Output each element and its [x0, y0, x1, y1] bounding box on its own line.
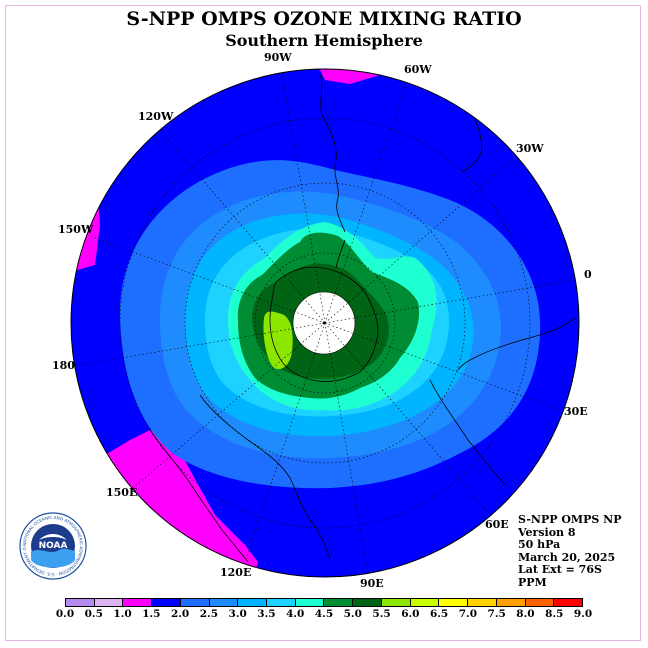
ozone-contours: [71, 69, 579, 577]
scale-tick-label: 0.5: [84, 608, 103, 620]
scale-tick-label: 3.0: [228, 608, 247, 620]
outer-frame: [5, 5, 641, 641]
band-1-0-patch-60w: [315, 69, 388, 84]
lon-label-60e: 60E: [485, 518, 509, 531]
scale-tick-label: 4.0: [286, 608, 305, 620]
band-5-5: [263, 311, 293, 370]
color-bin-0: [66, 599, 95, 606]
color-bin-17: [554, 599, 582, 606]
color-bin-9: [324, 599, 354, 606]
color-scale-bar: [65, 598, 583, 607]
info-block: S-NPP OMPS NP Version 8 50 hPa March 20,…: [518, 513, 622, 590]
scale-tick-label: 6.0: [401, 608, 420, 620]
color-bin-2: [123, 599, 153, 606]
scale-tick-label: 7.5: [487, 608, 506, 620]
coast-new-zealand: [149, 429, 249, 563]
map-boundary: [70, 68, 580, 578]
color-bin-3: [152, 599, 181, 606]
color-bin-12: [410, 599, 440, 606]
coast-australia: [199, 394, 331, 561]
color-bin-5: [209, 599, 239, 606]
lon-label-150e: 150E: [106, 486, 138, 499]
info-lat-ext: Lat Ext = 76S: [518, 563, 602, 577]
scale-tick-label: 4.5: [314, 608, 334, 620]
color-scale-ticks: 0.0 0.5 1.0 1.5 2.0 2.5 3.0 3.5 4.0 4.5 5.0 5.5 6.0 6…: [0, 608, 648, 622]
meridians: [74, 72, 576, 574]
color-bin-13: [439, 599, 469, 606]
lon-label-180: 180: [52, 359, 75, 372]
map-subtitle: Southern Hemisphere: [225, 31, 423, 50]
lon-label-90e: 90E: [360, 577, 384, 590]
south-pole-marker: [322, 321, 326, 325]
lon-label-150w: 150W: [58, 223, 94, 236]
color-bin-10: [353, 599, 382, 606]
scale-tick-label: 8.0: [516, 608, 535, 620]
scale-tick-label: 5.0: [343, 608, 362, 620]
color-bin-4: [180, 599, 210, 606]
lon-label-120e: 120E: [220, 566, 252, 579]
lon-label-60w: 60W: [404, 63, 432, 76]
color-bin-6: [238, 599, 268, 606]
info-version: Version 8: [518, 525, 576, 539]
latitude-circles: [119, 117, 531, 529]
scale-tick-label: 5.5: [372, 608, 391, 620]
scale-tick-label: 7.0: [458, 608, 478, 620]
coast-antarctic-peninsula: [335, 239, 346, 269]
info-instrument: S-NPP OMPS NP: [518, 513, 622, 526]
color-bin-14: [468, 599, 497, 606]
info-units: PPM: [518, 575, 547, 589]
color-bin-11: [381, 599, 411, 606]
info-date: March 20, 2025: [518, 550, 616, 564]
scale-tick-label: 9.0: [573, 608, 593, 620]
scale-tick-label: 6.5: [429, 608, 449, 620]
noaa-logo: NATIONAL OCEANIC AND ATMOSPHERIC ADMINIS…: [19, 512, 87, 580]
lon-label-30e: 30E: [564, 405, 588, 418]
color-bin-8: [295, 599, 325, 606]
info-level: 50 hPa: [518, 538, 561, 552]
scale-tick-label: 0.0: [55, 608, 75, 620]
color-bin-16: [525, 599, 555, 606]
noaa-logo-text: NOAA: [39, 541, 68, 551]
scale-tick-label: 1.0: [113, 608, 132, 620]
scale-tick-label: 2.5: [199, 608, 219, 620]
lon-label-30w: 30W: [516, 142, 544, 155]
lon-label-0: 0: [584, 268, 592, 281]
coast-antarctica: [269, 266, 379, 382]
color-bin-15: [496, 599, 526, 606]
lon-label-90w: 90W: [264, 51, 292, 64]
scale-tick-label: 2.0: [170, 608, 190, 620]
scale-tick-label: 3.5: [257, 608, 276, 620]
coast-africa: [457, 317, 576, 371]
coast-indian: [429, 379, 506, 486]
coast-south-america: [319, 74, 346, 233]
scale-tick-label: 1.5: [142, 608, 161, 620]
scale-tick-label: 8.5: [545, 608, 564, 620]
lon-label-120w: 120W: [138, 110, 174, 123]
color-bin-1: [94, 599, 124, 606]
map-title: S-NPP OMPS OZONE MIXING RATIO: [126, 8, 522, 30]
color-bin-7: [267, 599, 296, 606]
